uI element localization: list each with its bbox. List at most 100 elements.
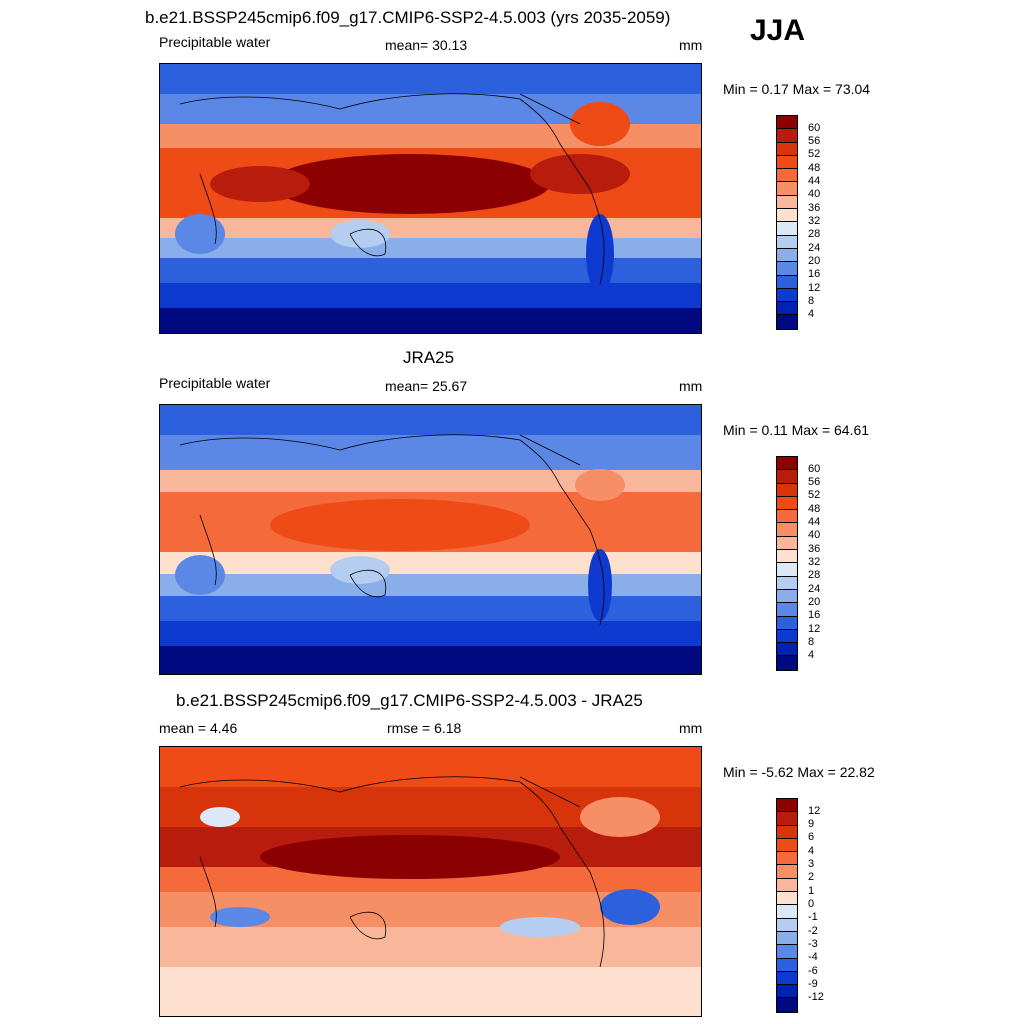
colorbar-tick-label: 12 [808, 623, 821, 635]
colorbar-swatch [777, 248, 797, 263]
colorbar-swatch [777, 838, 797, 853]
colorbar-tick-label: 32 [808, 556, 821, 568]
panel-1-map [159, 63, 702, 334]
colorbar-swatch [777, 865, 797, 879]
colorbar-swatch [777, 616, 797, 630]
panel-3-map-svg [160, 747, 701, 1016]
colorbar-swatch [777, 852, 797, 866]
panel-2-colorbar [776, 456, 798, 671]
colorbar-swatch [777, 656, 797, 670]
colorbar-swatch [777, 998, 797, 1012]
colorbar-tick-label: 20 [808, 596, 821, 608]
colorbar-tick-label: 48 [808, 503, 821, 515]
colorbar-swatch [777, 958, 797, 972]
colorbar-swatch [777, 892, 797, 906]
colorbar-swatch [777, 288, 797, 303]
colorbar-swatch [777, 878, 797, 893]
colorbar-swatch [777, 945, 797, 959]
colorbar-swatch [777, 155, 797, 170]
panel-2-map [159, 404, 702, 675]
colorbar-tick-label: 32 [808, 215, 821, 227]
colorbar-swatch [777, 799, 797, 813]
colorbar-tick-label: 4 [808, 308, 815, 320]
colorbar-tick-label: 4 [808, 845, 815, 857]
colorbar-tick-label: 52 [808, 148, 821, 160]
colorbar-tick-label: 12 [808, 805, 821, 817]
colorbar-swatch [777, 496, 797, 511]
colorbar-swatch [777, 905, 797, 919]
colorbar-tick-label: 44 [808, 175, 821, 187]
colorbar-tick-label: 0 [808, 898, 815, 910]
colorbar-tick-label: -3 [808, 938, 818, 950]
colorbar-tick-label: -12 [808, 991, 824, 1003]
colorbar-swatch [777, 195, 797, 210]
colorbar-swatch [777, 142, 797, 156]
colorbar-tick-label: 36 [808, 202, 821, 214]
panel-2-units: mm [679, 378, 703, 394]
panel-3-units: mm [679, 720, 703, 736]
panel-3-rmse: rmse = 6.18 [387, 720, 462, 736]
colorbar-swatch [777, 222, 797, 236]
panel-1-map-svg [160, 64, 701, 333]
panel-1-minmax: Min = 0.17 Max = 73.04 [723, 81, 871, 97]
colorbar-swatch [777, 470, 797, 484]
panel-3-minmax: Min = -5.62 Max = 22.82 [723, 764, 875, 780]
colorbar-tick-label: 28 [808, 228, 821, 240]
colorbar-tick-label: 20 [808, 255, 821, 267]
colorbar-tick-label: 60 [808, 463, 821, 475]
colorbar-tick-label: 56 [808, 135, 821, 147]
colorbar-swatch [777, 209, 797, 223]
colorbar-swatch [777, 483, 797, 497]
colorbar-tick-label: 48 [808, 162, 821, 174]
colorbar-tick-label: 2 [808, 871, 815, 883]
colorbar-swatch [777, 262, 797, 276]
colorbar-swatch [777, 812, 797, 826]
panel-1-units: mm [679, 37, 703, 53]
colorbar-tick-label: -1 [808, 911, 818, 923]
colorbar-tick-label: 6 [808, 831, 815, 843]
colorbar-swatch [777, 643, 797, 657]
colorbar-tick-label: 40 [808, 188, 821, 200]
colorbar-swatch [777, 510, 797, 524]
panel-3-mean: mean = 4.46 [159, 720, 238, 736]
colorbar-tick-label: -2 [808, 925, 818, 937]
colorbar-tick-label: 12 [808, 282, 821, 294]
colorbar-tick-label: 24 [808, 242, 821, 254]
colorbar-tick-label: 36 [808, 543, 821, 555]
colorbar-tick-label: 8 [808, 295, 815, 307]
colorbar-tick-label: 16 [808, 268, 821, 280]
colorbar-swatch [777, 457, 797, 471]
colorbar-tick-label: 40 [808, 529, 821, 541]
colorbar-swatch [777, 129, 797, 143]
colorbar-swatch [777, 918, 797, 932]
coastlines [179, 93, 605, 285]
panel-3-title: b.e21.BSSP245cmip6.f09_g17.CMIP6-SSP2-4.… [176, 691, 643, 710]
colorbar-tick-label: 3 [808, 858, 815, 870]
colorbar-swatch [777, 603, 797, 617]
colorbar-swatch [777, 931, 797, 946]
colorbar-swatch [777, 550, 797, 564]
panel-2-mean: mean= 25.67 [385, 378, 468, 394]
colorbar-swatch [777, 971, 797, 986]
colorbar-swatch [777, 116, 797, 130]
colorbar-swatch [777, 536, 797, 551]
panel-1-mean: mean= 30.13 [385, 37, 468, 53]
season-label: JJA [750, 14, 806, 47]
colorbar-tick-label: 4 [808, 649, 815, 661]
colorbar-tick-label: 1 [808, 885, 815, 897]
colorbar-tick-label: 60 [808, 122, 821, 134]
colorbar-swatch [777, 169, 797, 183]
panel-1-colorbar [776, 115, 798, 330]
colorbar-swatch [777, 275, 797, 289]
panel-2-minmax: Min = 0.11 Max = 64.61 [723, 422, 870, 438]
panel-2-left-label: Precipitable water [159, 375, 271, 391]
panel-3-map [159, 746, 702, 1017]
colorbar-tick-label: 24 [808, 583, 821, 595]
colorbar-swatch [777, 563, 797, 577]
panel-2-map-svg [160, 405, 701, 674]
colorbar-swatch [777, 576, 797, 590]
colorbar-swatch [777, 302, 797, 316]
colorbar-tick-label: 56 [808, 476, 821, 488]
coastlines [179, 776, 605, 968]
panel-3-colorbar [776, 798, 798, 1013]
